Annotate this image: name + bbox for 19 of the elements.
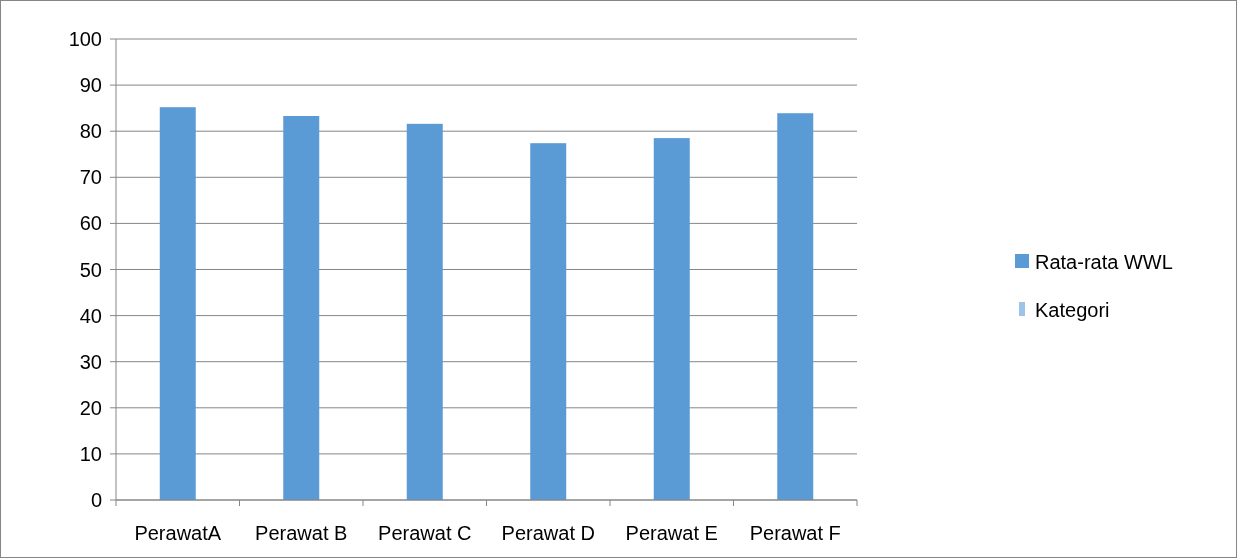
y-tick-label: 60 [79, 212, 102, 235]
y-tick-label: 90 [79, 74, 102, 97]
y-tick-label: 10 [79, 442, 102, 465]
y-tick-label: 70 [79, 166, 102, 189]
legend-label: Rata-rata WWL [1035, 251, 1173, 273]
x-tick-label: Perawat D [501, 522, 595, 544]
legend-label: Kategori [1035, 299, 1110, 321]
x-tick-label: Perawat C [378, 522, 472, 544]
y-tick-label: 0 [90, 489, 102, 511]
x-tick-label: PerawatA [134, 522, 222, 544]
x-tick-label: Perawat B [255, 522, 348, 544]
y-tick-label: 80 [79, 120, 102, 143]
y-tick-label: 40 [79, 304, 102, 327]
y-tick-label: 100 [68, 28, 102, 50]
x-tick-label: Perawat E [625, 522, 718, 544]
y-tick-label: 30 [79, 350, 102, 373]
x-tick-label: Perawat F [749, 522, 841, 544]
y-tick-label: 20 [79, 396, 102, 419]
y-tick-label: 50 [79, 258, 102, 281]
